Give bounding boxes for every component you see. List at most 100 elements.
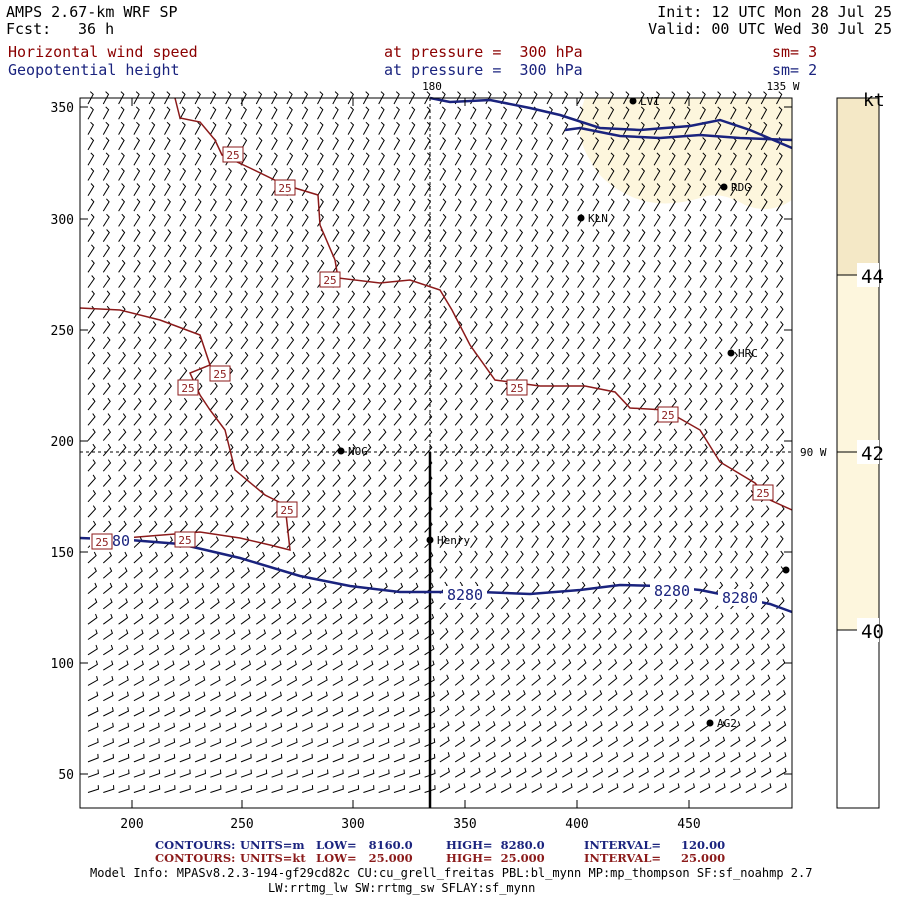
wind-barb [546, 121, 554, 135]
wind-barb [118, 582, 128, 594]
wind-barb [561, 443, 571, 457]
wind-barb [362, 198, 370, 212]
wind-barb [317, 290, 325, 304]
wind-barb [730, 336, 738, 350]
wind-barb [638, 705, 649, 717]
wind-barb [164, 582, 174, 594]
wind-barb [271, 707, 283, 717]
wind-barb [210, 443, 219, 457]
wind-barb [332, 167, 340, 181]
wind-barb [668, 321, 677, 334]
wind-barb [424, 722, 436, 732]
y-tick-label: 300 [51, 213, 74, 228]
wind-barb [515, 229, 524, 242]
height-label-bg [443, 586, 487, 603]
wind-barb [607, 244, 615, 258]
wind-barb [454, 550, 463, 564]
wind-barb [653, 91, 660, 105]
wind-barb [408, 91, 416, 105]
station-LVI-marker [629, 97, 637, 105]
wind-barb [332, 551, 342, 564]
wind-barb [179, 275, 187, 288]
wind-barb [255, 520, 265, 533]
wind-barb [87, 351, 96, 365]
wind-barb [439, 275, 447, 288]
wind-barb [730, 736, 741, 748]
wind-barb [470, 783, 481, 793]
wind-barb [271, 321, 279, 334]
field-height-level: at pressure = 300 hPa [384, 61, 583, 79]
wind-barb [516, 566, 525, 579]
wind-barb [776, 121, 783, 135]
wind-barb [730, 213, 738, 227]
wind-barb [607, 336, 616, 350]
wind-barb [561, 152, 569, 166]
wind-barb [653, 705, 664, 717]
wind-barb [577, 505, 586, 518]
wind-barb [561, 321, 570, 334]
wind-barb [699, 152, 707, 166]
wind-barb [256, 613, 266, 625]
wind-barb [209, 106, 217, 120]
wind-barb [286, 275, 294, 288]
wind-barb [240, 598, 251, 610]
wind-barb [699, 505, 709, 518]
wind-barb [607, 275, 616, 288]
wind-barb [592, 690, 603, 702]
wind-barb [164, 474, 173, 487]
wind-barb [225, 428, 234, 441]
wind-barb [240, 785, 253, 793]
wind-barb [286, 691, 298, 702]
wind-barb [577, 183, 584, 197]
wind-barb [454, 229, 462, 242]
wind-barb [240, 167, 248, 181]
wind-barb [714, 167, 722, 181]
wind-barb [179, 551, 189, 564]
wind-barb [684, 351, 693, 365]
wind-barb [164, 244, 172, 258]
wind-barb [133, 738, 145, 748]
wind-barb [470, 459, 479, 472]
wind-barb [148, 707, 160, 717]
wind-barb [561, 659, 572, 671]
wind-barb [347, 167, 355, 181]
wind-barb [760, 213, 768, 227]
wind-barb [684, 674, 694, 686]
wind-barb [531, 721, 542, 732]
wind-barb [546, 397, 555, 411]
wind-barb [714, 659, 725, 671]
wind-barb [577, 736, 588, 748]
wind-barb [653, 336, 662, 350]
wind-barb [516, 520, 525, 533]
wind-barb [714, 137, 722, 151]
wind-barb [87, 106, 94, 120]
wind-barb [240, 707, 252, 717]
wind-barb [378, 753, 390, 763]
wind-barb [347, 290, 356, 304]
wind-barb [133, 613, 144, 625]
wind-barb [669, 428, 678, 441]
wind-barb [638, 612, 648, 625]
wind-barb [317, 413, 326, 426]
speed-label-box [319, 271, 341, 288]
wind-barb [164, 598, 174, 610]
wind-barb [454, 659, 465, 671]
wind-barb [286, 229, 294, 242]
wind-barb [210, 629, 221, 640]
wind-barb [531, 152, 538, 166]
wind-barb [179, 738, 191, 748]
wind-barb [623, 290, 631, 304]
wind-barb [286, 198, 294, 212]
wind-barb [561, 305, 570, 319]
wind-barb [148, 167, 156, 181]
wind-barb [102, 505, 112, 518]
wind-barb [118, 351, 126, 365]
wind-barb [286, 336, 295, 350]
wind-barb [669, 382, 677, 396]
wind-barb [684, 659, 694, 671]
wind-barb [485, 767, 496, 778]
wind-barb [485, 152, 493, 166]
wind-barb [286, 321, 295, 334]
wind-barb [531, 643, 541, 656]
wind-barb [776, 290, 784, 304]
